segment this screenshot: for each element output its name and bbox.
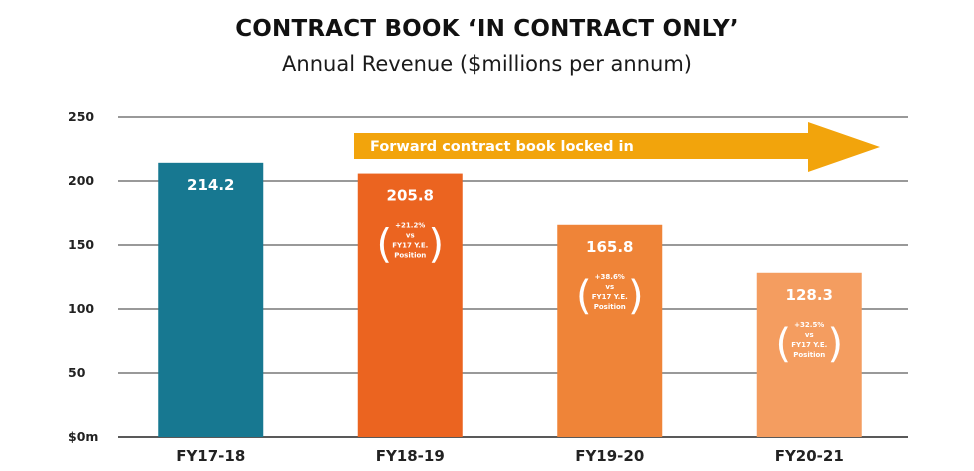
note-paren-right: )	[628, 273, 644, 319]
note-line: Position	[594, 303, 626, 311]
note-line: +32.5%	[794, 321, 824, 329]
arrow-label: Forward contract book locked in	[370, 139, 634, 155]
data-label: 128.3	[786, 286, 833, 304]
x-tick-label: FY19-20	[575, 447, 644, 465]
data-label: 165.8	[586, 238, 633, 256]
bar	[158, 162, 264, 437]
y-tick-label: 50	[68, 365, 86, 380]
data-label: 205.8	[387, 187, 434, 205]
note-line: +21.2%	[395, 222, 425, 230]
y-tick-label: $0m	[68, 429, 98, 444]
chart-title: CONTRACT BOOK ‘IN CONTRACT ONLY’	[235, 16, 739, 42]
data-label: 214.2	[187, 176, 234, 194]
forward-contract-arrow: Forward contract book locked in	[354, 122, 880, 172]
y-tick-label: 150	[68, 237, 94, 252]
note-line: Position	[394, 252, 426, 260]
arrow-shape	[354, 122, 880, 172]
bar	[557, 224, 663, 437]
chart-subtitle: Annual Revenue ($millions per annum)	[282, 52, 692, 76]
note-paren-left: (	[775, 321, 791, 367]
note-line: vs	[406, 232, 415, 240]
bars	[158, 162, 862, 438]
note-line: Position	[793, 351, 825, 359]
y-tick-label: 100	[68, 301, 94, 316]
labels: $0m 50 100 150 200 250 214.2 FY17-18 205.8 FY18-1…	[68, 109, 844, 465]
y-tick-label: 250	[68, 109, 94, 124]
y-tick-label: 200	[68, 173, 94, 188]
x-tick-label: FY17-18	[176, 447, 245, 465]
note-line: vs	[805, 331, 814, 339]
note-line: FY17 Y.E.	[791, 341, 827, 349]
note-paren-right: )	[428, 222, 444, 268]
note-line: vs	[605, 283, 614, 291]
note-paren-left: (	[376, 222, 392, 268]
bar	[357, 173, 463, 438]
note-line: +38.6%	[595, 273, 625, 281]
note-line: FY17 Y.E.	[592, 293, 628, 301]
note-line: FY17 Y.E.	[392, 242, 428, 250]
note-paren-right: )	[827, 321, 843, 367]
bar	[756, 272, 862, 437]
x-tick-label: FY18-19	[376, 447, 445, 465]
x-tick-label: FY20-21	[775, 447, 844, 465]
note-paren-left: (	[576, 273, 592, 319]
